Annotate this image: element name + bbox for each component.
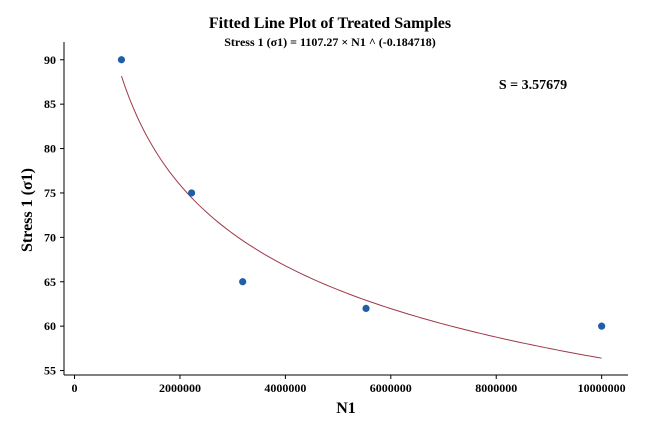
x-ticks: 0 2000000 4000000 6000000 8000000 10000000 bbox=[72, 375, 626, 395]
x-tick-label: 10000000 bbox=[578, 381, 626, 395]
data-point bbox=[239, 278, 247, 286]
x-tick-label: 0 bbox=[72, 381, 78, 395]
y-tick-label: 55 bbox=[44, 364, 56, 378]
y-tick-label: 75 bbox=[44, 186, 56, 200]
y-ticks: 55 60 65 70 75 80 85 90 bbox=[44, 53, 64, 378]
s-annotation: S = 3.57679 bbox=[499, 78, 567, 93]
chart-title: Fitted Line Plot of Treated Samples bbox=[209, 15, 451, 32]
x-tick-label: 4000000 bbox=[264, 381, 306, 395]
fitted-curve bbox=[120, 75, 602, 359]
data-point bbox=[187, 189, 196, 197]
x-axis-label: N1 bbox=[336, 400, 356, 417]
y-tick-label: 90 bbox=[44, 53, 56, 67]
data-point bbox=[598, 322, 606, 330]
data-point bbox=[362, 304, 370, 312]
y-axis-label: Stress 1 (σ1) bbox=[19, 168, 36, 252]
plot-area: 0 2000000 4000000 6000000 8000000 10000000 55… bbox=[44, 42, 628, 395]
y-tick-label: 70 bbox=[44, 230, 56, 244]
y-tick-label: 85 bbox=[44, 97, 56, 111]
y-tick-label: 80 bbox=[44, 142, 56, 156]
chart-subtitle: Stress 1 (σ1) = 1107.27 × N1 ^ (-0.18471… bbox=[224, 35, 436, 49]
y-tick-label: 65 bbox=[44, 275, 56, 289]
y-tick-label: 60 bbox=[44, 319, 56, 333]
x-tick-label: 2000000 bbox=[159, 381, 201, 395]
data-point bbox=[117, 56, 126, 64]
x-tick-label: 8000000 bbox=[475, 381, 517, 395]
data-points bbox=[117, 56, 606, 330]
x-tick-label: 6000000 bbox=[370, 381, 412, 395]
